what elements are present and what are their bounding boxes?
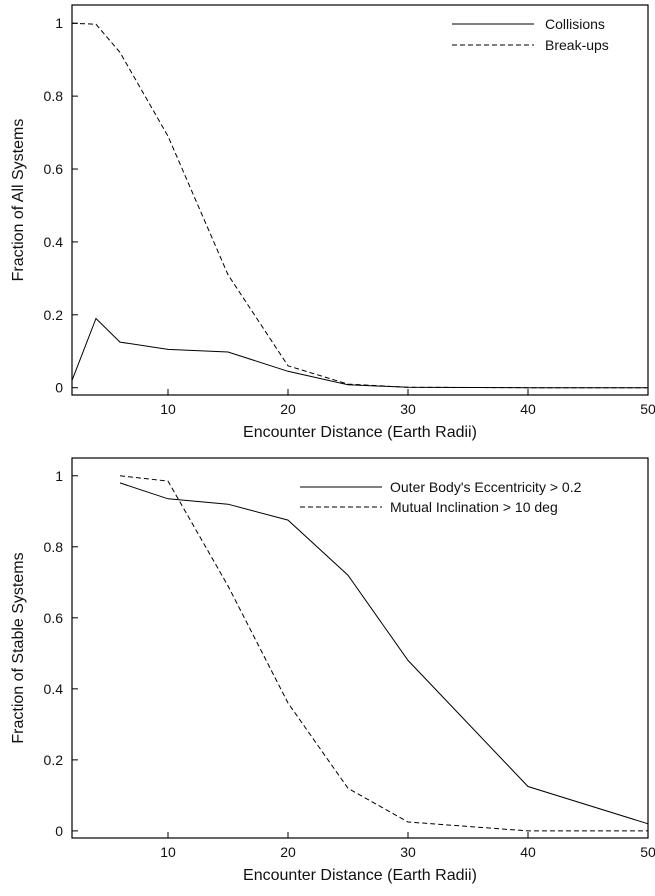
y-axis-label: Fraction of All Systems xyxy=(10,119,27,282)
x-tick-label-50: 50 xyxy=(640,844,655,860)
x-tick-label-20: 20 xyxy=(280,401,296,417)
y-tick-label-0: 0 xyxy=(55,823,63,839)
x-tick-label-30: 30 xyxy=(400,401,416,417)
y-tick-label-5: 1 xyxy=(55,15,63,31)
y-tick-label-3: 0.6 xyxy=(44,161,64,177)
axis-ticks: 10 20 30 40 50 0 0.2 0.4 0.6 0.8 1 xyxy=(44,15,655,417)
series-line-outer-body-s-eccentricity-0-2 xyxy=(119,482,649,825)
y-tick-label-1: 0.2 xyxy=(44,307,64,323)
legend: Collisions Break-ups xyxy=(452,16,609,53)
x-axis-label: Encounter Distance (Earth Radii) xyxy=(243,867,477,884)
legend: Outer Body's Eccentricity > 0.2 Mutual I… xyxy=(300,479,582,515)
x-axis-label: Encounter Distance (Earth Radii) xyxy=(243,424,477,441)
y-tick-label-4: 0.8 xyxy=(44,88,64,104)
x-tick-label-10: 10 xyxy=(160,844,176,860)
y-tick-label-2: 0.4 xyxy=(44,234,64,250)
x-tick-label-50: 50 xyxy=(640,401,655,417)
series-line-break-ups xyxy=(71,22,648,389)
y-tick-label-0: 0 xyxy=(55,380,63,396)
chart-collisions-breakups: 10 20 30 40 50 0 0.2 0.4 0.6 0.8 1 Collisions Brea… xyxy=(10,4,655,441)
x-tick-label-30: 30 xyxy=(400,844,416,860)
chart-stable-systems: 10 20 30 40 50 0 0.2 0.4 0.6 0.8 1 Outer Body's Ec… xyxy=(10,457,655,884)
y-tick-label-2: 0.4 xyxy=(44,681,64,697)
legend-label-breakups: Break-ups xyxy=(545,37,609,53)
axis-ticks: 10 20 30 40 50 0 0.2 0.4 0.6 0.8 1 xyxy=(44,468,655,860)
legend-label-inclination: Mutual Inclination > 10 deg xyxy=(390,499,558,515)
legend-label-eccentricity: Outer Body's Eccentricity > 0.2 xyxy=(390,479,582,495)
y-axis-label: Fraction of Stable Systems xyxy=(10,552,27,743)
series-line-collisions xyxy=(71,317,648,389)
series-group xyxy=(71,22,648,389)
legend-label-collisions: Collisions xyxy=(545,16,605,32)
y-tick-label-3: 0.6 xyxy=(44,610,64,626)
x-tick-label-40: 40 xyxy=(520,844,536,860)
x-tick-label-20: 20 xyxy=(280,844,296,860)
series-line-mutual-inclination-10-deg xyxy=(119,475,648,832)
y-tick-label-4: 0.8 xyxy=(44,539,64,555)
plot-frame xyxy=(71,457,649,839)
y-tick-label-1: 0.2 xyxy=(44,752,64,768)
plot-frame xyxy=(71,4,649,396)
series-group xyxy=(119,475,649,832)
x-tick-label-10: 10 xyxy=(160,401,176,417)
x-tick-label-40: 40 xyxy=(520,401,536,417)
y-tick-label-5: 1 xyxy=(55,468,63,484)
